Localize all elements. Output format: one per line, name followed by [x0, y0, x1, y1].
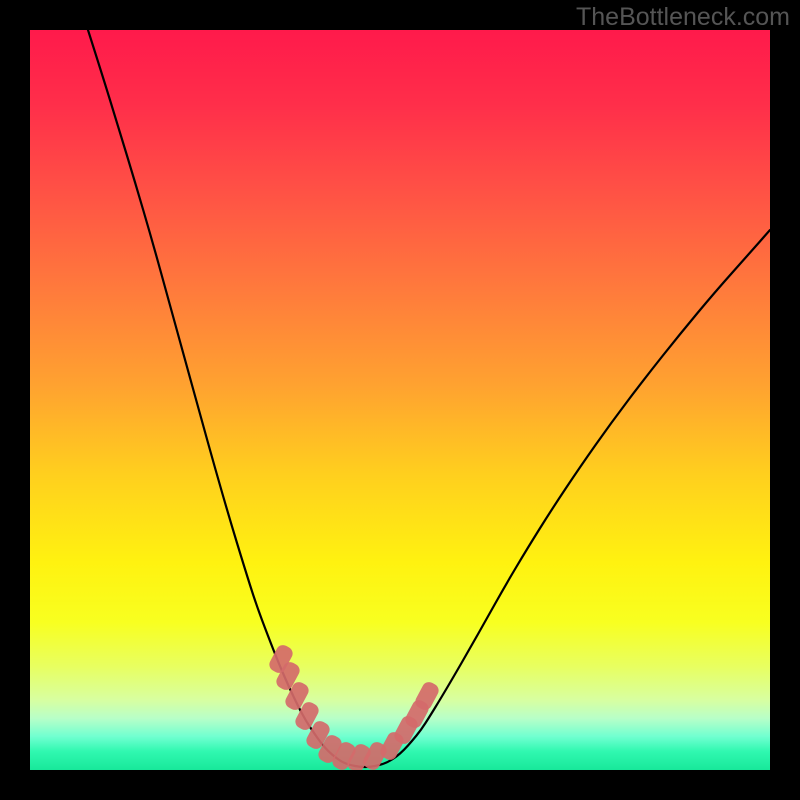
bottleneck-chart — [0, 0, 800, 800]
plot-background — [30, 30, 770, 770]
chart-stage: TheBottleneck.com — [0, 0, 800, 800]
watermark-text: TheBottleneck.com — [576, 3, 790, 32]
